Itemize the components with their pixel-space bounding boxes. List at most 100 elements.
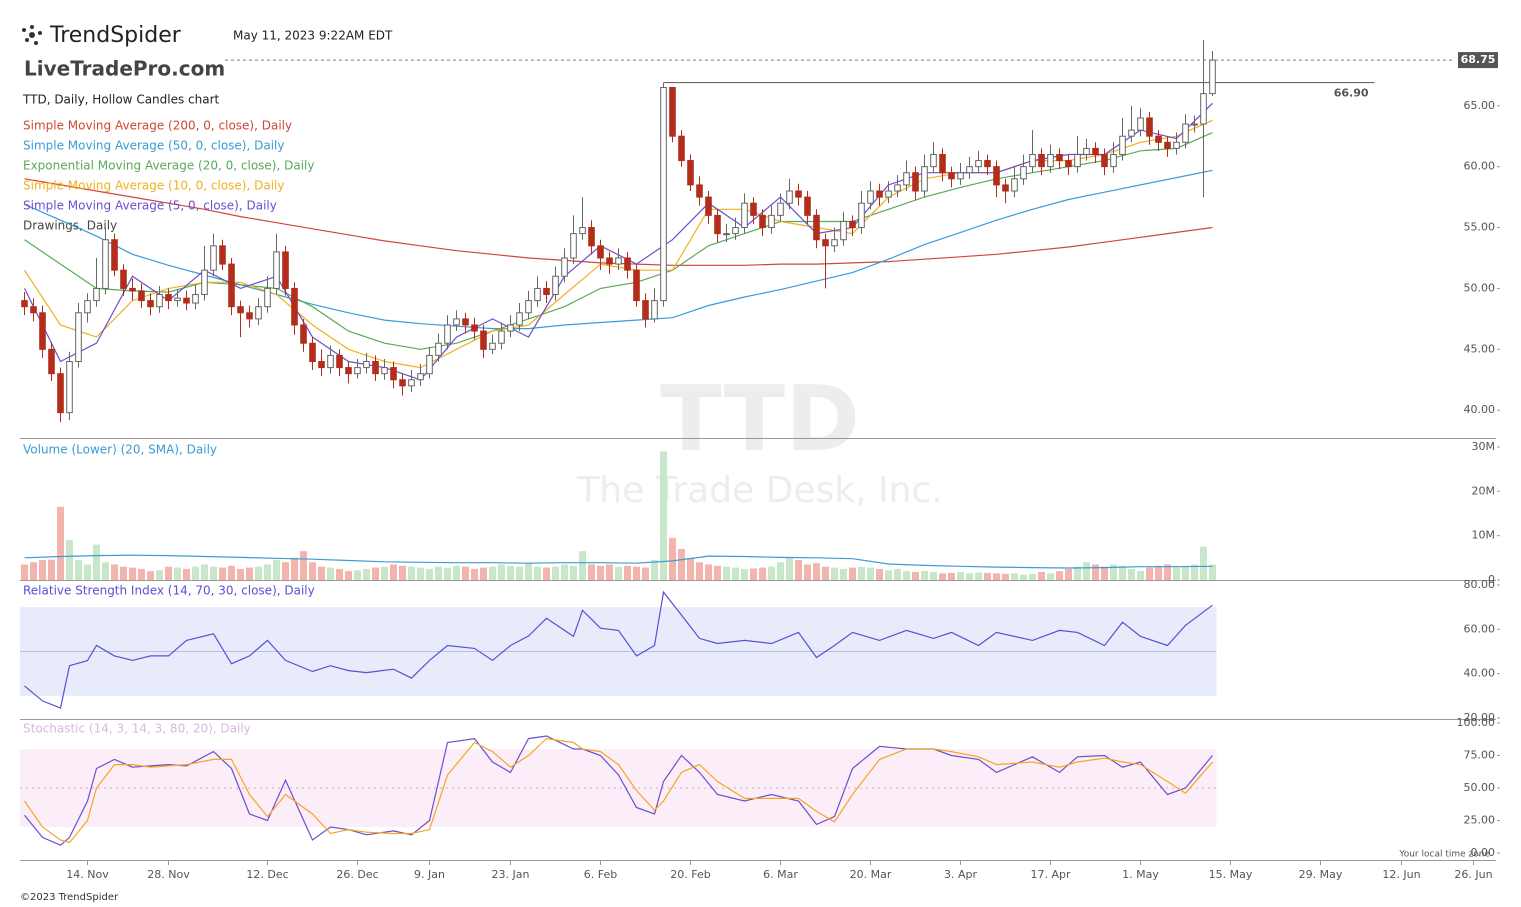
candle-body	[336, 354, 343, 369]
candle-body	[1011, 178, 1018, 192]
volume-bar	[669, 537, 676, 580]
candle-body	[453, 318, 460, 326]
candle-body	[705, 196, 712, 216]
volume-bar	[750, 568, 757, 580]
candle-body	[669, 86, 676, 137]
candle-body	[723, 233, 730, 236]
candle-body	[660, 86, 667, 302]
logo-icon	[22, 25, 42, 45]
volume-bar	[1164, 564, 1171, 580]
volume-bar	[1092, 564, 1099, 580]
watermark-company: The Trade Desk, Inc.	[576, 470, 942, 511]
volume-bar	[957, 572, 964, 580]
candle-body	[1164, 141, 1171, 149]
volume-bar	[282, 562, 289, 580]
volume-bar	[381, 566, 388, 580]
candle-body	[741, 202, 748, 229]
volume-bar	[1119, 565, 1126, 580]
candle-body	[795, 190, 802, 198]
candle-body	[1209, 59, 1216, 95]
candle-body	[327, 354, 334, 369]
candle-body	[1173, 141, 1180, 149]
candle-body	[642, 300, 649, 320]
x-tick-label: 26. Dec	[336, 868, 378, 881]
candle-body	[831, 239, 838, 247]
candle-body	[615, 257, 622, 265]
volume-bar	[1065, 568, 1072, 580]
volume-bar	[1173, 567, 1180, 580]
volume-bar	[165, 566, 172, 580]
candle-body	[1155, 135, 1162, 143]
y-tick-label: 55.00	[1464, 221, 1496, 234]
timestamp: May 11, 2023 9:22AM EDT	[233, 29, 393, 43]
candle-body	[633, 269, 640, 302]
volume-bar	[354, 570, 361, 580]
volume-bar	[93, 544, 100, 580]
site-watermark: LiveTradePro.com	[24, 57, 225, 81]
y-tick-label: 60.00	[1464, 622, 1496, 635]
candle-body	[975, 160, 982, 168]
volume-bar	[345, 571, 352, 580]
volume-bar	[822, 566, 829, 580]
candle-body	[300, 324, 307, 344]
volume-bar	[1074, 566, 1081, 580]
legend-entry: Simple Moving Average (5, 0, close), Dai…	[23, 199, 277, 213]
volume-bar	[759, 567, 766, 580]
candle-body	[372, 360, 379, 375]
volume-bar	[795, 560, 802, 580]
volume-bar	[1002, 573, 1009, 580]
candle-body	[228, 263, 235, 308]
candle-body	[273, 251, 280, 289]
candle-body	[318, 360, 325, 369]
volume-bar	[408, 566, 415, 580]
volume-bar	[138, 568, 145, 580]
volume-bar	[1128, 568, 1135, 580]
volume-bar	[1155, 565, 1162, 580]
candle-body	[840, 220, 847, 241]
volume-bar	[930, 572, 937, 580]
volume-bar	[363, 568, 370, 580]
band	[20, 749, 1217, 827]
chart-label: TTD, Daily, Hollow Candles chart	[22, 93, 220, 107]
volume-bar	[1146, 567, 1153, 580]
candle-body	[363, 360, 370, 369]
volume-bar	[453, 565, 460, 580]
volume-bar	[30, 562, 37, 580]
candle-body	[21, 300, 28, 308]
watermark-symbol: TTD	[660, 367, 860, 472]
legend-entry: Exponential Moving Average (20, 0, close…	[23, 159, 314, 173]
volume-bar	[255, 566, 262, 580]
volume-bar	[1029, 573, 1036, 580]
candle-body	[30, 306, 37, 314]
candle-body	[1047, 153, 1054, 168]
x-tick-label: 20. Feb	[670, 868, 710, 881]
volume-bar	[291, 557, 298, 580]
volume-bar	[210, 566, 217, 580]
volume-bar	[1047, 573, 1054, 580]
candle-body	[624, 257, 631, 271]
candle-body	[408, 379, 415, 387]
candle-body	[291, 287, 298, 326]
candle-body	[606, 257, 613, 265]
candle-body	[507, 324, 514, 332]
candle-body	[219, 245, 226, 265]
candle-body	[93, 287, 100, 302]
candle-body	[471, 324, 478, 332]
volume-bar	[813, 563, 820, 580]
volume-bar	[84, 564, 91, 580]
candle-body	[858, 202, 865, 229]
volume-bar	[1101, 566, 1108, 580]
candle-body	[39, 312, 46, 350]
volume-bar	[831, 567, 838, 580]
candle-body	[651, 300, 658, 320]
candle-body	[1038, 153, 1045, 168]
volume-bar	[21, 564, 28, 580]
volume-bar	[732, 567, 739, 580]
timezone-note: Your local time zone	[1398, 850, 1490, 860]
x-tick-label: 6. Feb	[584, 868, 617, 881]
volume-bar	[183, 568, 190, 580]
volume-bar	[309, 562, 316, 580]
x-tick-label: 29. May	[1299, 868, 1343, 881]
volume-bar	[984, 572, 991, 580]
